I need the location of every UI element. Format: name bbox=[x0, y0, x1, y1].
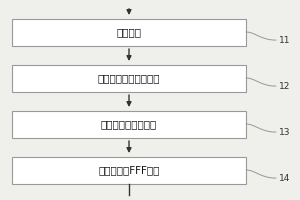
Text: 将样品进料至分解通道: 将样品进料至分解通道 bbox=[98, 73, 160, 83]
Text: 将流引导至FFF通道: 将流引导至FFF通道 bbox=[98, 165, 160, 175]
Bar bbox=[12, 64, 246, 92]
Text: 13: 13 bbox=[279, 128, 290, 137]
Text: 12: 12 bbox=[279, 82, 290, 91]
Text: 11: 11 bbox=[279, 36, 290, 45]
Text: 添加染料: 添加染料 bbox=[116, 27, 142, 37]
Text: 14: 14 bbox=[279, 174, 290, 183]
Text: 提供通过通道的液流: 提供通过通道的液流 bbox=[101, 119, 157, 129]
Bar bbox=[12, 156, 246, 184]
Bar bbox=[12, 110, 246, 138]
Bar bbox=[12, 19, 246, 46]
